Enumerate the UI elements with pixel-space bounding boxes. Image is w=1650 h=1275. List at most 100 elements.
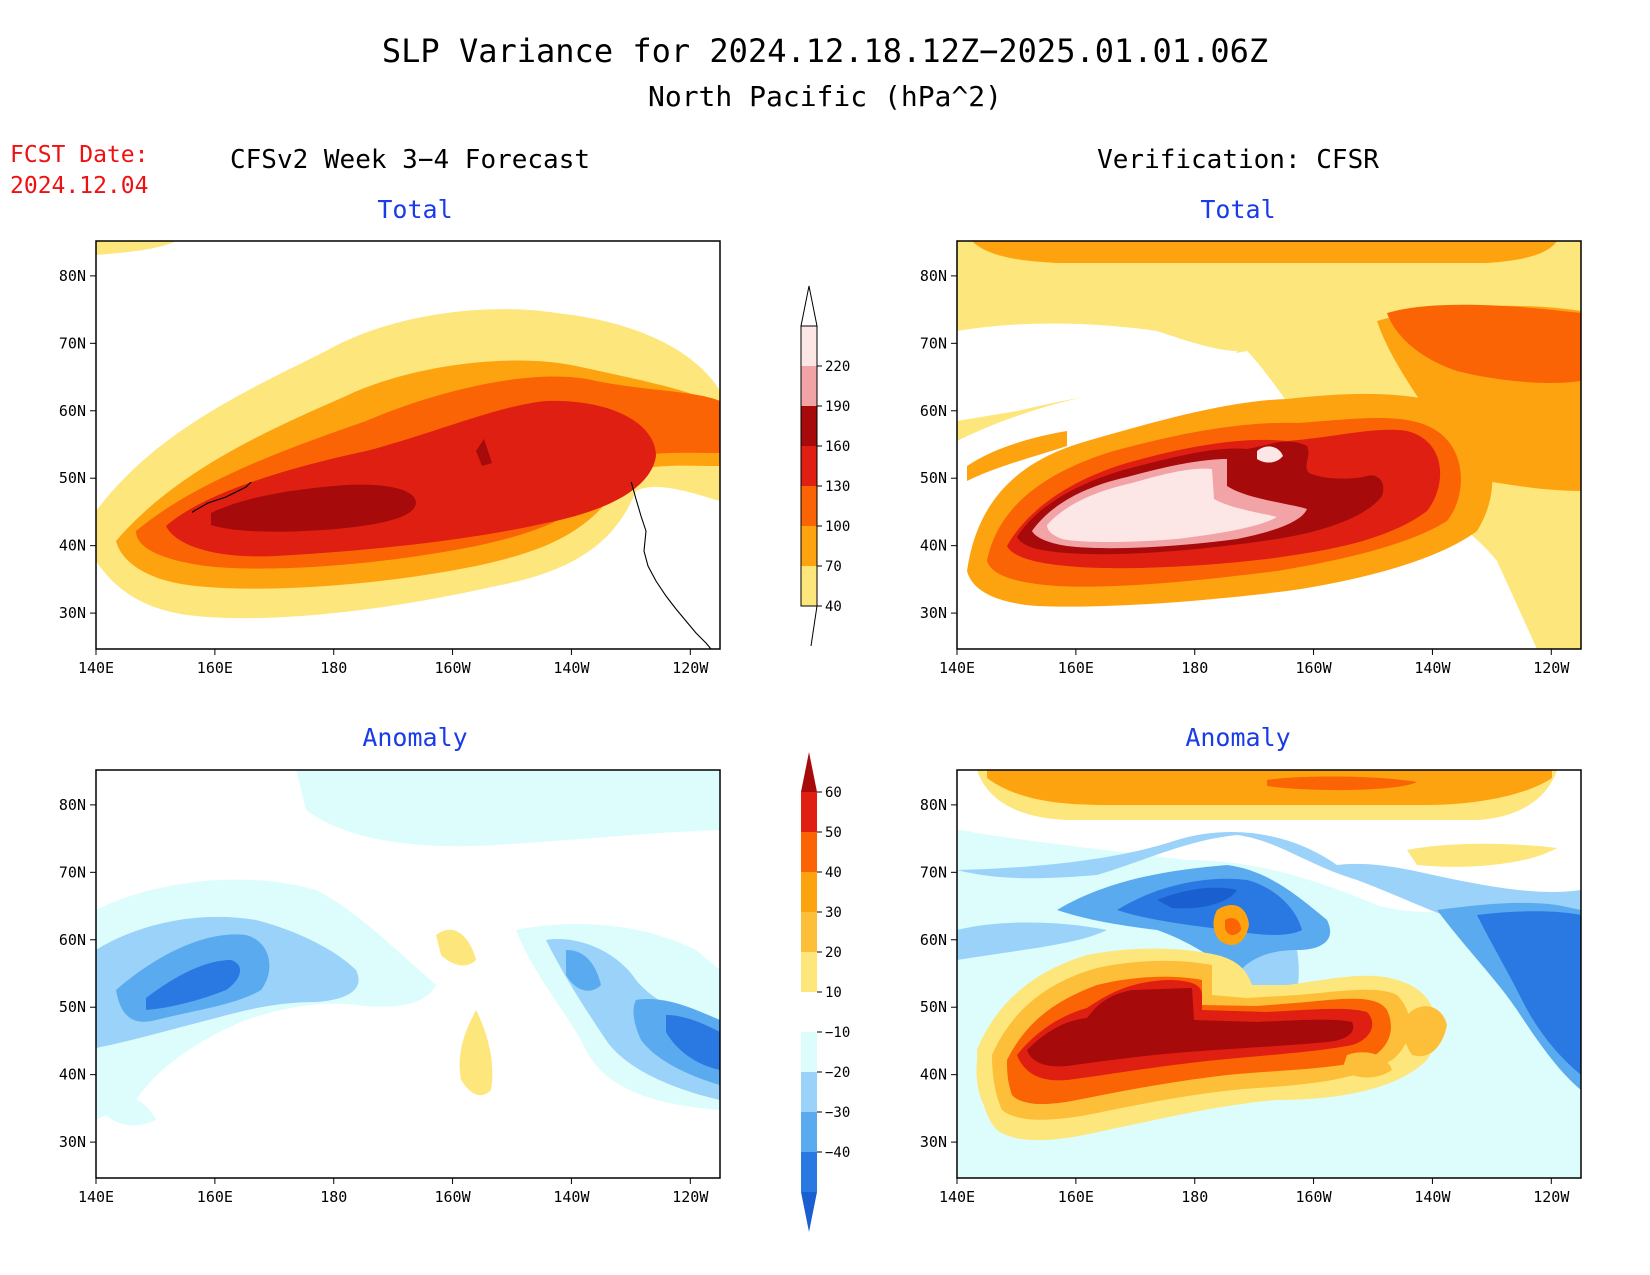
lon-tick-label: 140E [78,1188,114,1206]
lat-tick-label: 60N [59,931,86,949]
colorbar-label: 30 [825,905,842,921]
lon-tick-label: 140W [1414,659,1451,677]
colorbar-label: 50 [825,825,842,841]
lon-tick-label: 180 [320,659,347,677]
panel-subtitle-fcst-total: Total [377,195,452,224]
colorbar-swatch [801,992,817,1032]
lon-tick-label: 180 [320,1188,347,1206]
lat-tick-label: 60N [59,402,86,420]
lon-tick-label: 140W [553,1188,590,1206]
colorbar-label: 160 [825,439,850,455]
colorbar-swatch [801,832,817,872]
panel-subtitle-fcst-anomaly: Anomaly [362,723,467,752]
lat-tick-label: 40N [920,1066,947,1084]
colorbar-label: 70 [825,559,842,575]
lat-tick-label: 70N [920,863,947,881]
colorbar-swatch [801,912,817,952]
colorbar-bottom-cap [801,1192,817,1232]
colorbar-swatch [801,952,817,992]
lon-tick-label: 120W [672,1188,709,1206]
lat-tick-label: 50N [920,469,947,487]
lon-tick-label: 140W [553,659,590,677]
lat-tick-label: 40N [59,537,86,555]
lat-tick-label: 30N [59,1133,86,1151]
colorbar-swatch [801,872,817,912]
colorbar-swatch [801,446,817,486]
colorbar-total: 220 190 160 130 100 70 40 [800,285,850,647]
lon-tick-label: 160E [1058,1188,1094,1206]
lat-tick-label: 70N [59,334,86,352]
colorbar-swatch [801,1112,817,1152]
colorbar-label: 100 [825,519,850,535]
colorbar-label: −10 [825,1025,850,1041]
column-title-right: Verification: CFSR [1097,145,1379,175]
colorbar-swatch [801,486,817,526]
colorbar-swatch [801,406,817,446]
colorbar-label: 130 [825,479,850,495]
colorbar-label: 40 [825,599,842,615]
lat-tick-label: 50N [920,998,947,1016]
fcst-date-label: FCST Date: [10,142,148,168]
lon-tick-label: 160E [197,659,233,677]
lat-tick-label: 50N [59,469,86,487]
colorbar-label: 60 [825,785,842,801]
lon-tick-label: 160W [1295,1188,1332,1206]
column-title-left: CFSv2 Week 3−4 Forecast [230,145,590,175]
fcst-date-value: 2024.12.04 [10,173,148,199]
lat-tick-label: 30N [59,604,86,622]
colorbar-top-cap [800,285,818,327]
colorbar-swatch [801,792,817,832]
colorbar-swatch [801,526,817,566]
lon-tick-label: 120W [672,659,709,677]
lon-tick-label: 180 [1181,1188,1208,1206]
lat-tick-label: 80N [920,796,947,814]
lat-tick-label: 40N [59,1066,86,1084]
lon-tick-label: 160W [434,1188,471,1206]
map-panel-fcst-total [95,240,721,650]
lon-tick-label: 160E [1058,659,1094,677]
axis-labels: 140E 160E 180 160W 140W 120W 80N 70N 60N 50N 40N 30… [59,267,1570,1206]
lon-tick-label: 160E [197,1188,233,1206]
colorbar-anomaly: 60 50 40 30 20 10 −10 −20 −30 −40 [801,752,850,1232]
colorbar-label: 190 [825,399,850,415]
colorbar-label: 10 [825,985,842,1001]
lon-tick-label: 140W [1414,1188,1451,1206]
panel-subtitle-verif-anomaly: Anomaly [1185,723,1290,752]
colorbar-label: −30 [825,1105,850,1121]
lat-tick-label: 30N [920,1133,947,1151]
lat-tick-label: 40N [920,537,947,555]
map-panel-verif-total [956,240,1582,650]
lon-tick-label: 120W [1533,1188,1570,1206]
main-title: SLP Variance for 2024.12.18.12Z−2025.01.… [382,32,1268,70]
colorbar-swatch [801,326,817,366]
map-panel-verif-anomaly [956,769,1582,1179]
colorbar-label: −40 [825,1145,850,1161]
colorbar-label: 20 [825,945,842,961]
main-subtitle: North Pacific (hPa^2) [648,80,1002,113]
colorbar-label: −20 [825,1065,850,1081]
lat-tick-label: 50N [59,998,86,1016]
colorbar-label: 220 [825,359,850,375]
lon-tick-label: 140E [939,1188,975,1206]
lon-tick-label: 180 [1181,659,1208,677]
lat-tick-label: 70N [920,334,947,352]
lat-tick-label: 60N [920,402,947,420]
lon-tick-label: 160W [1295,659,1332,677]
colorbar-bottom-cap [801,605,818,647]
colorbar-swatch [801,1032,817,1072]
map-panel-fcst-anomaly [95,769,721,1179]
lat-tick-label: 80N [59,796,86,814]
lon-tick-label: 120W [1533,659,1570,677]
colorbar-top-cap [801,752,817,792]
colorbar-label: 40 [825,865,842,881]
lat-tick-label: 80N [920,267,947,285]
lon-tick-label: 140E [78,659,114,677]
lat-tick-label: 60N [920,931,947,949]
colorbar-swatch [801,1152,817,1192]
lat-tick-label: 70N [59,863,86,881]
lon-tick-label: 140E [939,659,975,677]
lat-tick-label: 30N [920,604,947,622]
colorbar-swatch [801,1072,817,1112]
colorbar-swatch [801,366,817,406]
